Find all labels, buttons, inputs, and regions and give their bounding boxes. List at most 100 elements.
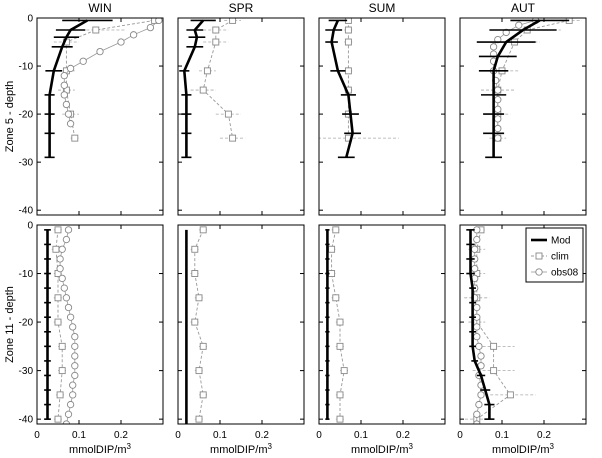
obs08-point [475, 342, 483, 350]
clim-point [191, 270, 199, 277]
clim-point [212, 38, 220, 46]
panel-spr-row2: 0 0.1 0.2 [175, 224, 305, 441]
panel-frame [318, 17, 446, 216]
x-tick-label: 0.1 [213, 430, 227, 441]
panel-frame [36, 224, 164, 425]
obs08-point [477, 391, 485, 399]
clim-point [340, 367, 348, 375]
legend-entry-mod: Mod [551, 236, 570, 247]
obs08-point [60, 81, 68, 89]
obs08-point [71, 352, 79, 360]
x-axis-label-superscript: 3 [268, 442, 273, 451]
x-axis-label-unit: mmolDIP/m [69, 444, 126, 456]
legend-clim-marker [535, 252, 543, 260]
clim-point [212, 26, 220, 34]
x-axis-label: mmolDIP/m3 [492, 442, 554, 456]
clim-series-line [497, 19, 570, 139]
obs08-point [471, 245, 479, 253]
clim-point [199, 86, 207, 94]
clim-point [344, 38, 352, 46]
obs08-point [62, 235, 71, 244]
clim-point [92, 26, 100, 34]
obs08-point [62, 294, 71, 302]
x-tick-label: 0.2 [537, 430, 551, 441]
panel-frame [318, 224, 446, 425]
x-tick-label: 0.1 [354, 430, 368, 441]
clim-point [191, 318, 199, 326]
clim-point [58, 367, 66, 375]
obs08-point [56, 265, 64, 273]
x-axis-label-unit: mmolDIP/m [492, 444, 549, 456]
y-tick-label: -10 [19, 62, 34, 73]
clim-point [336, 342, 344, 350]
obs08-point [64, 226, 73, 234]
obs08-point [64, 410, 73, 418]
obs08-point [129, 31, 138, 39]
x-tick-label: 0 [457, 430, 463, 441]
clim-point [52, 245, 60, 253]
clim-point [229, 18, 237, 24]
clim-series-line [65, 19, 155, 139]
column-title: AUT [511, 1, 536, 15]
obs08-point [62, 100, 71, 109]
clim-point [332, 294, 340, 302]
clim-point [336, 318, 344, 326]
x-axis-label-superscript: 3 [127, 442, 132, 451]
obs08-point [475, 400, 483, 409]
clim-point [56, 391, 64, 399]
panel-sum-row2: 0 0.1 0.2 [316, 224, 446, 441]
obs08-point [473, 235, 481, 244]
y-tick-label: 0 [27, 14, 33, 25]
panel-aut-row2: 0 0.1 0.2 [457, 224, 587, 441]
legend-obs08-marker [535, 268, 543, 276]
obs08-point [155, 18, 163, 25]
y-tick-label: -40 [19, 415, 34, 426]
clim-point [336, 415, 344, 423]
obs08-point [473, 323, 481, 331]
panel-frame [36, 17, 164, 216]
clim-point [199, 391, 207, 399]
obs08-point [58, 274, 66, 283]
x-tick-label: 0.2 [114, 430, 128, 441]
panel-win-row1: 0 -10 -20 -30 -40 [19, 14, 164, 217]
panel-aut-row1 [459, 17, 587, 216]
obs08-point [473, 303, 481, 312]
mod-series-line [330, 19, 354, 158]
clim-series-line [194, 229, 204, 420]
clim-point [344, 26, 352, 34]
obs08-point [56, 255, 64, 263]
panel-plot-area [44, 226, 79, 424]
x-tick-label: 0 [34, 430, 40, 441]
panel-sum-row1 [318, 17, 446, 216]
panel-frame [459, 17, 587, 216]
row-axis-label: Zone 5 - depth [4, 81, 16, 153]
obs08-point [71, 332, 79, 341]
clim-point [336, 391, 344, 399]
legend-entry-clim: clim [551, 252, 569, 263]
obs08-point [60, 91, 68, 99]
obs08-point [473, 410, 481, 418]
x-tick-label: 0 [316, 430, 322, 441]
clim-point [195, 367, 203, 375]
panel-plot-area [185, 226, 208, 424]
panel-plot-area [476, 18, 582, 159]
obs08-point [66, 120, 75, 128]
x-tick-label: 0.1 [72, 430, 86, 441]
obs08-point [66, 313, 75, 321]
x-tick-label: 0 [175, 430, 181, 441]
panel-frame [459, 224, 587, 425]
clim-point [195, 415, 203, 423]
mod-series-line [469, 229, 491, 420]
obs08-point [96, 47, 104, 56]
clim-point [199, 226, 207, 234]
y-tick-label: 0 [27, 221, 33, 232]
panel-plot-area [179, 18, 246, 159]
obs08-point [66, 400, 75, 409]
obs08-point [477, 352, 485, 360]
x-tick-label: 0.2 [396, 430, 410, 441]
obs08-point [494, 86, 502, 94]
clim-point [54, 226, 62, 234]
obs08-point [473, 332, 481, 341]
